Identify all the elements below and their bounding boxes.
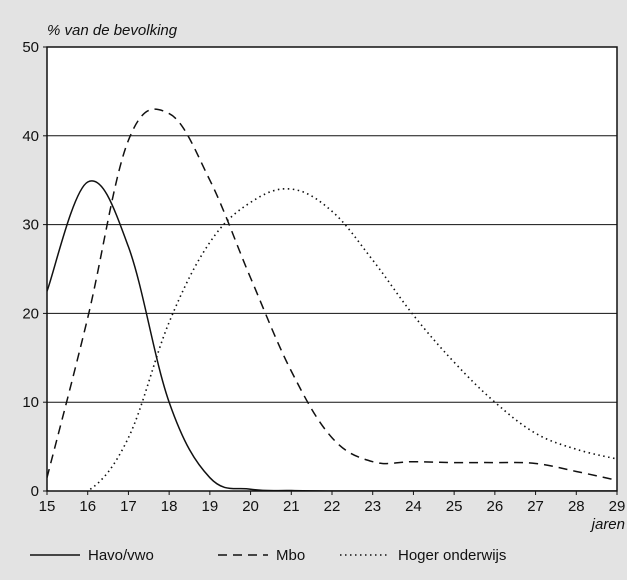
x-tick-label: 25 (446, 498, 463, 515)
x-tick-label: 23 (364, 498, 381, 515)
y-tick-label: 20 (22, 305, 39, 322)
legend: Havo/vwo Mbo Hoger onderwijs (30, 547, 506, 564)
y-axis-title: % van de bevolking (47, 22, 178, 39)
series-line-hoger-onderwijs (47, 188, 617, 491)
x-tick-label: 21 (283, 498, 300, 515)
x-tick-label: 22 (324, 498, 341, 515)
series-line-mbo (47, 108, 617, 482)
plot-area (47, 47, 617, 491)
x-tick-label: 27 (527, 498, 544, 515)
x-tick-label: 19 (202, 498, 219, 515)
legend-label: Hoger onderwijs (398, 547, 506, 564)
y-tick-label: 0 (31, 483, 39, 500)
x-tick-label: 17 (120, 498, 137, 515)
legend-label: Havo/vwo (88, 547, 154, 564)
gridlines (47, 135, 617, 403)
x-tick-label: 18 (161, 498, 178, 515)
y-tick-label: 40 (22, 128, 39, 145)
x-tick-label: 28 (568, 498, 585, 515)
x-tick-label: 29 (609, 498, 626, 515)
y-tick-label: 10 (22, 394, 39, 411)
x-tick-label: 20 (242, 498, 259, 515)
x-axis-title: jaren (590, 516, 625, 533)
x-tick-label: 15 (39, 498, 56, 515)
x-tick-label: 16 (79, 498, 96, 515)
tick-labels: 0 10 20 30 40 50 15 16 17 18 19 20 21 22 23 24 25 26 27 28 2… (22, 39, 625, 515)
legend-label: Mbo (276, 547, 305, 564)
y-tick-label: 30 (22, 217, 39, 234)
x-tick-label: 26 (487, 498, 504, 515)
y-tick-label: 50 (22, 39, 39, 56)
x-tick-label: 24 (405, 498, 422, 515)
